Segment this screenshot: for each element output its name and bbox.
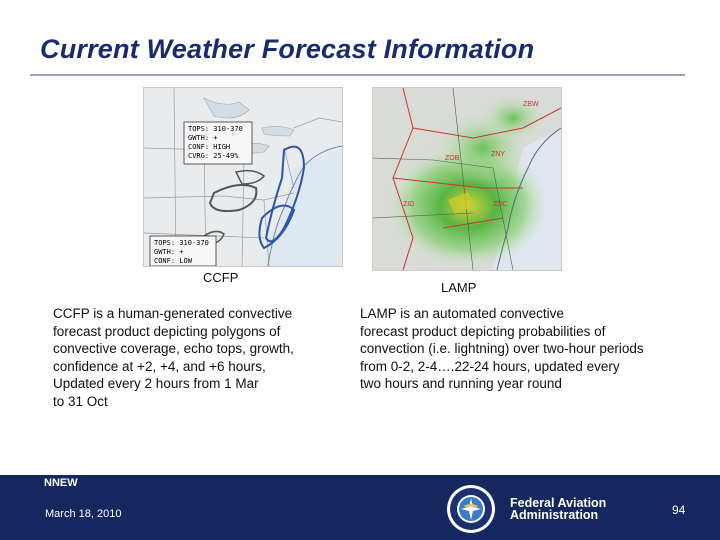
- lamp-description-line: LAMP is an automated convective: [360, 306, 564, 321]
- ccfp-label-1-line-2: GWTH: +: [188, 134, 218, 142]
- page-number: 94: [672, 503, 686, 517]
- lamp-map-graphic: ZBW ZOB ZNY ZID ZDC: [373, 88, 561, 270]
- lamp-label-zbw: ZBW: [523, 101, 539, 108]
- slide-title: Current Weather Forecast Information: [40, 34, 535, 64]
- lamp-label-zny: ZNY: [491, 151, 505, 158]
- ccfp-description-line: to 31 Oct: [53, 393, 108, 409]
- ccfp-label-1-line-3: CONF: HIGH: [188, 143, 230, 151]
- ccfp-description: CCFP is a human-generated convective for…: [53, 305, 294, 410]
- agency-name: Federal Aviation Administration: [510, 496, 607, 522]
- ccfp-label-2-line-1: TOPS: 310-370: [154, 239, 209, 247]
- lamp-caption: LAMP: [441, 280, 477, 295]
- ccfp-description-line: confidence at +2, +4, and +6 hours,: [53, 358, 266, 374]
- footer-date: March 18, 2010: [45, 508, 122, 520]
- lamp-description-line: convection (i.e. lightning) over two-hou…: [360, 341, 644, 356]
- faa-seal-logo: [447, 485, 495, 533]
- ccfp-label-1-line-1: TOPS: 310-370: [188, 125, 243, 133]
- ccfp-caption: CCFP: [203, 270, 239, 285]
- footer-program-label: NNEW: [44, 477, 78, 489]
- agency-name-line-2: Administration: [510, 508, 599, 522]
- lamp-description-line: from 0-2, 2-4….22-24 hours, updated ever…: [360, 358, 620, 374]
- ccfp-description-line: forecast product depicting polygons of: [53, 323, 281, 339]
- ccfp-label-2-line-3: CONF: LOW: [154, 257, 193, 265]
- lamp-map-image: ZBW ZOB ZNY ZID ZDC: [372, 87, 562, 271]
- ccfp-description-line: CCFP is a human-generated convective: [53, 306, 293, 321]
- ccfp-description-line: Updated every 2 hours from 1 Mar: [53, 376, 259, 391]
- lamp-description: LAMP is an automated convective forecast…: [360, 305, 644, 393]
- ccfp-label-1-line-4: CVRG: 25-49%: [188, 152, 239, 160]
- ccfp-map-graphic: TOPS: 310-370 GWTH: + CONF: HIGH CVRG: 2…: [144, 88, 342, 266]
- lamp-label-zob: ZOB: [445, 155, 460, 162]
- agency-name-line-1: Federal Aviation: [510, 496, 607, 510]
- lamp-description-line: forecast product depicting probabilities…: [360, 323, 606, 339]
- lamp-description-line: two hours and running year round: [360, 376, 562, 391]
- ccfp-map-image: TOPS: 310-370 GWTH: + CONF: HIGH CVRG: 2…: [143, 87, 343, 267]
- lamp-label-zid: ZID: [403, 201, 414, 208]
- ccfp-description-line: convective coverage, echo tops, growth,: [53, 341, 294, 356]
- title-divider: [30, 74, 685, 76]
- ccfp-label-2-line-2: GWTH: +: [154, 248, 184, 256]
- footer-bar: [0, 475, 720, 540]
- lamp-label-zdc: ZDC: [493, 201, 507, 208]
